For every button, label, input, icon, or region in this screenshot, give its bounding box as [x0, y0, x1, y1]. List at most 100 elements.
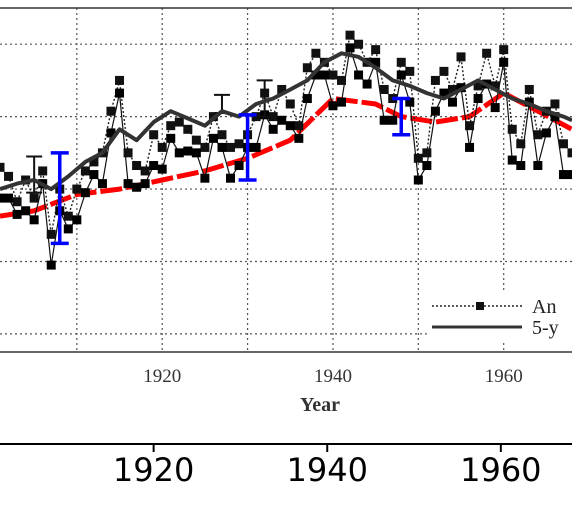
an-solid-marker — [12, 209, 22, 219]
outer-x-tick-label: 1940 — [287, 451, 368, 489]
an-marker — [430, 75, 440, 85]
an-marker — [285, 99, 295, 109]
an-solid-marker — [174, 148, 184, 158]
an-solid-marker — [430, 106, 440, 116]
an-marker — [166, 121, 176, 131]
an-solid-marker — [234, 161, 244, 171]
an-solid-marker — [354, 70, 364, 80]
an-solid-marker — [567, 170, 572, 180]
an-solid-marker — [345, 43, 355, 53]
an-solid-marker — [294, 133, 304, 143]
an-marker — [371, 45, 381, 55]
series-line-an — [0, 33, 572, 235]
an-solid-marker — [0, 193, 5, 203]
an-marker — [379, 84, 389, 94]
an-solid-marker — [388, 115, 398, 125]
an-solid-marker — [63, 224, 73, 234]
legend-label-an: An — [532, 296, 556, 318]
an-marker — [439, 66, 449, 76]
series-line-red-dashed — [0, 90, 572, 219]
an-solid-marker — [21, 206, 31, 216]
an-marker — [336, 75, 346, 85]
an-marker — [4, 171, 14, 181]
an-marker — [0, 162, 5, 172]
inner-x-tick-label: 1920 — [143, 366, 181, 387]
an-solid-marker — [89, 170, 99, 180]
an-marker — [558, 139, 568, 149]
an-solid-marker — [413, 175, 423, 185]
an-marker — [447, 84, 457, 94]
legend-label-5y: 5-y — [532, 317, 559, 339]
an-marker — [80, 166, 90, 176]
an-solid-marker — [157, 164, 167, 174]
an-marker — [200, 142, 210, 152]
an-marker — [465, 121, 475, 131]
an-marker — [567, 148, 572, 158]
an-solid-marker — [251, 142, 261, 152]
an-marker — [294, 121, 304, 131]
an-solid-marker — [405, 97, 415, 107]
an-marker — [302, 63, 312, 73]
an-marker — [183, 124, 193, 134]
an-solid-marker — [311, 70, 321, 80]
an-solid-marker — [396, 70, 406, 80]
an-marker — [277, 84, 287, 94]
an-marker — [354, 39, 364, 49]
an-marker — [63, 211, 73, 221]
an-solid-marker — [336, 97, 346, 107]
an-solid-marker — [226, 173, 236, 183]
an-marker — [12, 197, 22, 207]
an-marker — [516, 139, 526, 149]
an-solid-marker — [191, 148, 201, 158]
an-solid-marker — [200, 173, 210, 183]
an-solid-marker — [97, 179, 107, 189]
an-marker — [268, 112, 278, 122]
an-marker — [490, 81, 500, 91]
an-solid-marker — [379, 115, 389, 125]
an-solid-marker — [558, 170, 568, 180]
an-marker — [149, 130, 159, 140]
an-marker — [524, 84, 534, 94]
an-solid-marker — [319, 70, 329, 80]
an-solid-marker — [4, 193, 14, 203]
an-marker — [482, 48, 492, 58]
inner-x-tick-label: 1940 — [314, 366, 352, 387]
an-solid-marker — [550, 112, 560, 122]
an-solid-marker — [149, 161, 159, 171]
an-marker — [405, 66, 415, 76]
x-axis-label: Year — [300, 394, 340, 416]
an-marker — [507, 124, 517, 134]
an-solid-marker — [80, 188, 90, 198]
an-solid-marker — [183, 146, 193, 156]
an-solid-marker — [72, 215, 82, 225]
an-solid-marker — [208, 133, 218, 143]
an-marker — [140, 166, 150, 176]
an-marker — [191, 135, 201, 145]
outer-x-tick-label: 1920 — [113, 451, 194, 489]
an-marker — [123, 148, 133, 158]
an-solid-marker — [541, 128, 551, 138]
gridlines — [0, 8, 572, 352]
an-marker — [89, 157, 99, 167]
an-solid-marker — [302, 94, 312, 104]
an-marker — [217, 130, 227, 140]
an-solid-marker — [499, 57, 509, 67]
an-marker — [413, 153, 423, 163]
plot-frame — [0, 7, 572, 353]
an-solid-marker — [132, 182, 142, 192]
an-marker — [115, 75, 125, 85]
an-solid-marker — [166, 133, 176, 143]
an-marker — [473, 81, 483, 91]
an-solid-marker — [422, 161, 432, 171]
an-solid-marker — [473, 94, 483, 104]
an-marker — [38, 166, 48, 176]
an-marker — [132, 161, 142, 171]
series-layer — [0, 30, 572, 270]
an-marker — [422, 148, 432, 158]
an-marker — [550, 99, 560, 109]
an-solid-marker — [439, 88, 449, 98]
an-marker — [533, 130, 543, 140]
outer-x-tick-label: 1960 — [460, 451, 541, 489]
an-solid-marker — [123, 179, 133, 189]
